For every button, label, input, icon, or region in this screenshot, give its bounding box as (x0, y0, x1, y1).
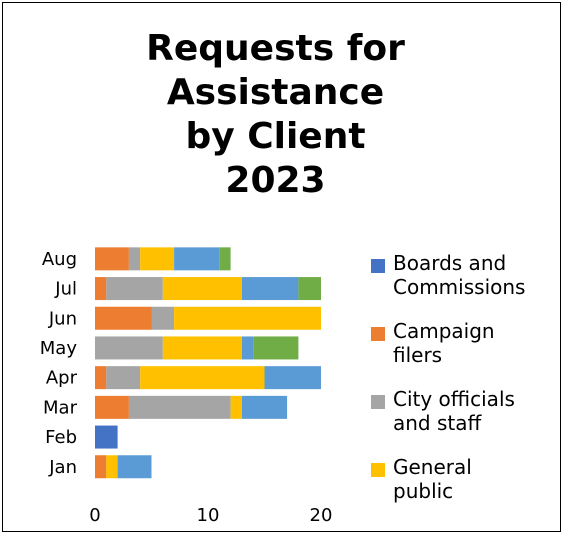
bar-segment-jul-series-5 (241, 277, 299, 301)
bar-segment-apr-series-3 (106, 366, 141, 390)
bar-segment-apr-series-2 (95, 366, 107, 390)
bar-segment-jan-series-5 (117, 455, 152, 479)
x-tick-label: 0 (89, 505, 100, 526)
bar-segment-may-series-4 (162, 336, 242, 360)
x-tick-label: 20 (310, 505, 333, 526)
x-tick-label: 10 (197, 505, 220, 526)
bar-segment-mar-series-5 (241, 395, 288, 419)
legend-label: General public (393, 455, 472, 503)
legend-label: Campaign filers (393, 319, 495, 367)
bar-segment-jan-series-2 (95, 455, 107, 479)
category-label-aug: Aug (42, 249, 77, 270)
legend-label: City officials and staff (393, 387, 515, 435)
legend-label: Boards and Commissions (393, 251, 526, 299)
bar-segment-jan-series-4 (106, 455, 118, 479)
bar-segment-jul-series-6 (298, 277, 321, 301)
bar-segment-mar-series-2 (95, 395, 129, 419)
category-label-jul: Jul (54, 279, 77, 300)
bar-segment-jul-series-3 (106, 277, 163, 301)
bar-segment-jul-series-2 (95, 277, 107, 301)
bar-segment-aug-series-4 (140, 247, 175, 271)
chart-title: Requests for Assistance by Client 2023 (3, 27, 548, 203)
category-label-jun: Jun (48, 308, 77, 329)
category-label-apr: Apr (46, 368, 78, 389)
bar-segment-feb-series-1 (95, 425, 118, 449)
bar-segment-may-series-6 (253, 336, 299, 360)
bar-chart-plot: Jan Feb Mar Apr May Jun Jul Aug 0 10 20 (40, 247, 333, 526)
bar-segment-mar-series-4 (230, 395, 242, 419)
legend-item-city-officials-and-staff: City officials and staff (371, 387, 561, 455)
legend-item-general-public: General public (371, 455, 561, 523)
bar-segment-jul-series-4 (162, 277, 242, 301)
bar-segment-may-series-5 (241, 336, 254, 360)
bar-segment-apr-series-5 (264, 366, 321, 390)
chart-title-line-4: 2023 (225, 160, 326, 201)
legend-swatch (371, 259, 385, 273)
category-label-may: May (40, 338, 78, 359)
category-label-mar: Mar (43, 397, 78, 418)
bar-segment-aug-series-2 (95, 247, 129, 271)
chart-title-line-1: Requests for (146, 28, 405, 69)
category-label-jan: Jan (48, 457, 77, 478)
bar-segment-mar-series-3 (128, 395, 231, 419)
legend-swatch (371, 463, 385, 477)
bar-segment-jun-series-4 (174, 306, 321, 330)
chart-frame: Requests for Assistance by Client 2023 J… (2, 2, 561, 532)
bar-segment-aug-series-6 (219, 247, 231, 271)
bar-segment-jun-series-3 (151, 306, 175, 330)
bar-segment-may-series-3 (95, 336, 163, 360)
bar-segment-aug-series-5 (174, 247, 220, 271)
legend-swatch (371, 395, 385, 409)
bar-segment-aug-series-3 (128, 247, 141, 271)
bar-segment-apr-series-4 (140, 366, 265, 390)
legend-swatch (371, 327, 385, 341)
category-label-feb: Feb (45, 427, 77, 448)
legend-item-campaign-filers: Campaign filers (371, 319, 561, 387)
chart-legend: Boards and Commissions Campaign filers C… (371, 251, 561, 523)
chart-title-line-3: by Client (185, 116, 366, 157)
legend-item-boards-and-commissions: Boards and Commissions (371, 251, 561, 319)
bar-segment-jun-series-2 (95, 306, 152, 330)
chart-title-line-2: Assistance (166, 72, 385, 113)
